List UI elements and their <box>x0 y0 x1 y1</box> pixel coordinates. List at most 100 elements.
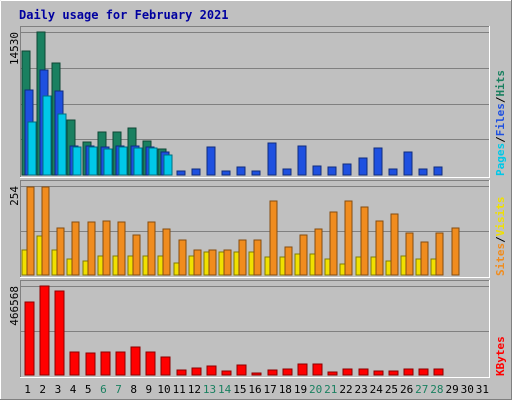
x-axis-labels: 1 2 3 4 5 6 7 8 9 10 11 12 13 14 15 16 17 18 19 20 21 22 23 24 2… <box>24 383 489 396</box>
series-pages <box>27 95 173 176</box>
legend-entry: / <box>494 236 507 243</box>
legend: Pages/Files/Hits <box>494 70 507 176</box>
bar-kbytes-day-18 <box>282 368 293 376</box>
bar-files-day-25 <box>388 168 398 176</box>
bar-pages-day-10 <box>163 154 173 176</box>
bar-files-day-13 <box>206 146 216 176</box>
chart-panels: 14530Pages/Files/Hits254Sites/Visits4665… <box>8 26 507 378</box>
bar-kbytes-day-20 <box>312 363 323 376</box>
bar-kbytes-day-25 <box>388 370 399 376</box>
x-tick-label: 6 <box>100 383 107 396</box>
legend-entry: KBytes <box>494 336 507 376</box>
bar-kbytes-day-24 <box>373 370 384 376</box>
panel-visits-sites: 254 Sites/Visits <box>8 180 507 278</box>
legend-entry: Hits <box>494 70 507 97</box>
legend-entry: Sites <box>494 243 507 276</box>
bar-files-day-22 <box>342 163 352 176</box>
x-tick-label: 15 <box>233 383 246 396</box>
x-tick-label: 2 <box>39 383 46 396</box>
bar-files-day-21 <box>327 166 337 176</box>
bar-kbytes-day-27 <box>418 368 429 376</box>
y-max-label: 466568 <box>8 286 21 326</box>
bar-kbytes-day-3 <box>54 290 65 376</box>
bar-sites-day-22 <box>344 200 353 276</box>
x-tick-label: 22 <box>339 383 352 396</box>
bar-pages-day-5 <box>88 146 98 176</box>
x-tick-label: 7 <box>115 383 122 396</box>
bar-sites-day-8 <box>132 234 141 276</box>
x-tick-label: 12 <box>188 383 201 396</box>
bar-pages-day-3 <box>57 113 67 176</box>
bar-kbytes-day-8 <box>130 346 141 376</box>
bar-pages-day-6 <box>103 148 113 176</box>
bar-pages-day-8 <box>133 147 143 176</box>
bar-kbytes-day-9 <box>145 351 156 376</box>
legend-entry: Visits <box>494 197 507 237</box>
bar-sites-day-14 <box>223 249 232 276</box>
bar-sites-day-25 <box>390 213 399 276</box>
x-tick-label: 19 <box>294 383 307 396</box>
bar-kbytes-day-26 <box>403 368 414 376</box>
bar-files-day-11 <box>176 170 186 176</box>
x-tick-label: 23 <box>355 383 368 396</box>
x-tick-label: 20 <box>309 383 322 396</box>
x-tick-label: 17 <box>264 383 277 396</box>
bar-sites-day-19 <box>299 234 308 276</box>
bar-sites-day-10 <box>162 228 171 276</box>
x-tick-label: 10 <box>157 383 170 396</box>
bar-files-day-20 <box>312 165 322 176</box>
bar-sites-day-23 <box>360 206 369 276</box>
bar-kbytes-day-4 <box>69 351 80 376</box>
x-tick-label: 28 <box>430 383 443 396</box>
plot-area <box>20 280 490 378</box>
bar-files-day-12 <box>191 168 201 176</box>
bar-sites-day-5 <box>87 221 96 276</box>
panel-kbytes: 466568 KBytes <box>8 280 507 378</box>
series-sites <box>26 186 460 276</box>
bar-pages-day-1 <box>27 121 37 176</box>
x-tick-label: 8 <box>130 383 137 396</box>
bar-kbytes-day-11 <box>176 369 187 376</box>
legend-entry: / <box>494 136 507 143</box>
x-tick-label: 4 <box>70 383 77 396</box>
bar-sites-day-21 <box>329 211 338 276</box>
bar-kbytes-day-16 <box>251 372 262 376</box>
bar-kbytes-day-1 <box>24 301 35 376</box>
bar-sites-day-26 <box>405 232 414 276</box>
x-tick-label: 29 <box>445 383 458 396</box>
x-tick-label: 26 <box>400 383 413 396</box>
bar-files-day-27 <box>418 168 428 176</box>
x-tick-label: 18 <box>279 383 292 396</box>
bar-kbytes-day-23 <box>358 368 369 376</box>
x-tick-label: 9 <box>146 383 153 396</box>
bar-sites-day-28 <box>435 232 444 276</box>
legend: KBytes <box>494 336 507 376</box>
bar-sites-day-20 <box>314 228 323 276</box>
bar-sites-day-24 <box>375 220 384 276</box>
x-tick-label: 30 <box>461 383 474 396</box>
x-tick-label: 13 <box>203 383 216 396</box>
bar-files-day-14 <box>221 170 231 176</box>
bar-sites-day-9 <box>147 221 156 276</box>
bar-files-day-16 <box>251 170 261 176</box>
bar-kbytes-day-21 <box>327 371 338 376</box>
y-max-label: 254 <box>8 186 21 206</box>
bar-pages-day-4 <box>72 146 82 176</box>
bar-pages-day-7 <box>118 146 128 176</box>
bar-sites-day-6 <box>102 220 111 276</box>
bar-sites-day-2 <box>41 186 50 276</box>
bar-kbytes-day-2 <box>39 285 50 376</box>
bar-files-day-18 <box>282 168 292 176</box>
x-tick-label: 25 <box>385 383 398 396</box>
x-tick-label: 16 <box>248 383 261 396</box>
bar-sites-day-7 <box>117 221 126 276</box>
bar-sites-day-4 <box>71 221 80 276</box>
bar-kbytes-day-19 <box>297 363 308 376</box>
bar-kbytes-day-22 <box>342 368 353 376</box>
bar-kbytes-day-28 <box>433 368 444 376</box>
bar-kbytes-day-15 <box>236 364 247 376</box>
bar-files-day-19 <box>297 145 307 176</box>
x-tick-label: 5 <box>85 383 92 396</box>
